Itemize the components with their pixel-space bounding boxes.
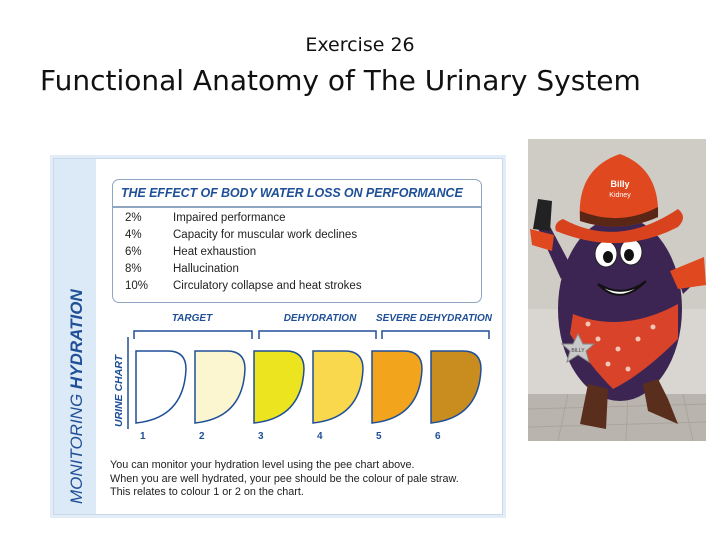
hat-band [580,207,658,227]
badge-text: BILLY [571,348,585,354]
side-label-prefix: MONITORING [67,389,86,504]
effect-pct: 4% [125,229,142,241]
mouth [597,280,647,296]
bracket-severe [381,330,490,339]
urine-swatch-4 [312,350,364,424]
urine-chart-label: URINE CHART [113,353,125,427]
urine-swatch-5 [371,350,423,424]
left-boot [580,384,608,429]
effect-row: 4% Capacity for muscular work declines [121,229,357,246]
effect-text: Capacity for muscular work declines [173,229,358,241]
hydration-chart-panel: MONITORING HYDRATION THE EFFECT OF BODY … [53,158,503,515]
swatch-number: 6 [435,431,441,442]
effect-table: THE EFFECT OF BODY WATER LOSS ON PERFORM… [112,179,482,303]
right-boot [643,379,678,424]
effect-pct: 2% [125,212,142,224]
urine-swatch-2 [194,350,246,424]
bracket-target [133,330,253,339]
effect-divider [113,206,481,208]
swatch-group: 1 2 3 4 5 6 [135,350,482,442]
swatch-number: 1 [140,431,146,442]
urine-swatch-6 [430,350,482,424]
effect-text: Heat exhaustion [173,246,257,258]
side-bar [54,159,96,514]
slide-subtitle: Exercise 26 [305,34,415,56]
floor [528,394,706,441]
effect-pct: 10% [125,280,149,292]
hat-crown [579,154,659,227]
footnote-line: You can monitor your hydration level usi… [110,459,415,471]
urine-swatch-3 [253,350,305,424]
footnote: You can monitor your hydration level usi… [110,459,490,500]
group-label-severe: SEVERE DEHYDRATION [376,313,493,324]
effect-text: Circulatory collapse and heat strokes [173,280,362,292]
left-glove [533,199,552,231]
bandana [570,304,678,389]
urine-chart: TARGET DEHYDRATION SEVERE DEHYDRATION UR… [113,313,493,442]
urine-swatch-1 [135,350,187,424]
svg-text:MONITORING HYDRATION: MONITORING HYDRATION [67,289,86,504]
effect-pct: 8% [125,263,142,275]
slide-title: Functional Anatomy of The Urinary System [40,64,641,97]
effect-text: Impaired performance [173,212,286,224]
bracket-dehydration [258,330,377,339]
swatch-number: 3 [258,431,264,442]
hat-text-2: Kidney [609,192,631,199]
effect-row: 6% Heat exhaustion [121,246,256,263]
side-label: MONITORING HYDRATION [54,159,96,514]
footnote-line: When you are well hydrated, your pee sho… [110,472,459,485]
hat-text-1: Billy [610,179,629,189]
right-cuff [670,257,706,289]
hat-brim [555,209,683,244]
effect-pct: 6% [125,246,142,258]
kidney-mascot-photo: BILLY Billy Kidney [528,139,706,441]
group-label-target: TARGET [172,313,213,324]
swatch-number: 2 [199,431,205,442]
effect-row: 8% Hallucination [121,263,239,280]
side-label-emph: HYDRATION [67,289,86,390]
effect-row: 2% Impaired performance [121,212,286,229]
group-label-dehydration: DEHYDRATION [284,313,357,324]
effect-heading: THE EFFECT OF BODY WATER LOSS ON PERFORM… [121,186,463,200]
effect-row: 10% Circulatory collapse and heat strokes [121,280,362,297]
effect-text: Hallucination [173,263,239,275]
sheriff-badge [560,332,596,364]
swatch-number: 4 [317,431,323,442]
left-cuff [530,229,554,251]
footnote-line: This relates to colour 1 or 2 on the cha… [110,486,304,498]
swatch-number: 5 [376,431,382,442]
